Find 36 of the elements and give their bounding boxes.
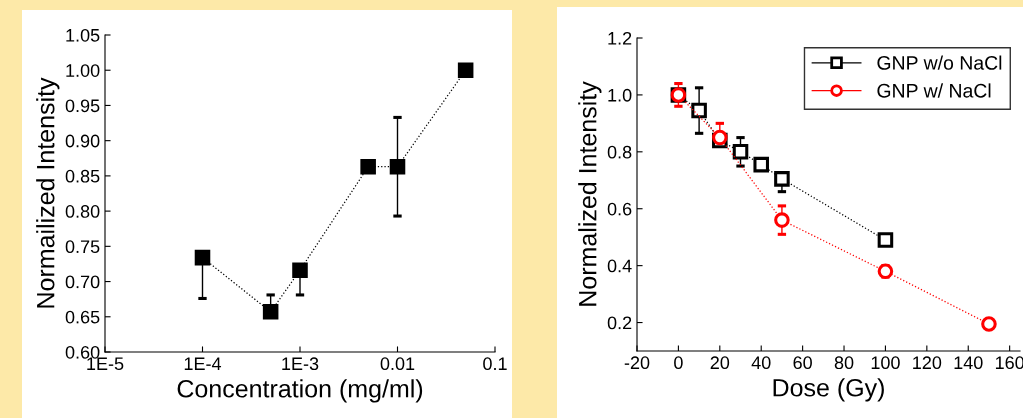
y-tick-label: 0.80 xyxy=(65,205,100,218)
x-tick-label: -20 xyxy=(624,356,650,370)
x-tick-label: 40 xyxy=(751,356,771,370)
y-tick-label: 0.85 xyxy=(65,169,100,183)
y-tick-label: 0.90 xyxy=(65,134,100,148)
x-tick-label: 1E-3 xyxy=(282,357,319,371)
x-axis-title: Dose (Gy) xyxy=(773,378,884,402)
x-tick-label: 0 xyxy=(674,356,683,370)
y-tick-label: 0.2 xyxy=(607,316,632,330)
y-tick-label: 1.2 xyxy=(608,31,632,45)
y-tick-label: 1.00 xyxy=(66,64,100,77)
x-tick-label: 140 xyxy=(954,356,983,370)
x-tick-label: 100 xyxy=(871,356,900,370)
y-tick-label: 1.05 xyxy=(66,28,100,42)
x-tick-label: 20 xyxy=(710,356,730,370)
y-tick-label: 0.75 xyxy=(65,240,100,254)
y-axis-title: Normalized Intensity xyxy=(578,81,602,306)
y-tick-label: 0.6 xyxy=(607,202,632,216)
y-tick-label: 0.4 xyxy=(607,259,632,273)
y-tick-label: 0.8 xyxy=(607,145,632,159)
x-tick-label: 0.01 xyxy=(380,357,415,371)
y-tick-label: 0.70 xyxy=(65,275,100,289)
y-tick-label: 0.60 xyxy=(65,345,100,359)
y-tick-label: 1.0 xyxy=(608,88,632,102)
y-axis-title: Normailized Intensity xyxy=(36,77,60,308)
legend-label: GNP w/o NaCl xyxy=(877,55,1002,70)
y-tick-label: 0.65 xyxy=(65,310,100,324)
x-tick-label: 80 xyxy=(834,356,854,370)
x-tick-label: 1E-4 xyxy=(184,357,222,370)
y-tick-label: 0.95 xyxy=(65,99,100,113)
x-tick-label: 120 xyxy=(913,356,942,370)
legend-label: GNP w/ NaCl xyxy=(877,83,991,98)
x-tick-label: 1E-5 xyxy=(87,357,124,371)
x-tick-label: 0.1 xyxy=(483,357,507,371)
x-axis-title: Concentration (mg/ml) xyxy=(177,379,423,403)
x-tick-label: 60 xyxy=(793,356,812,370)
